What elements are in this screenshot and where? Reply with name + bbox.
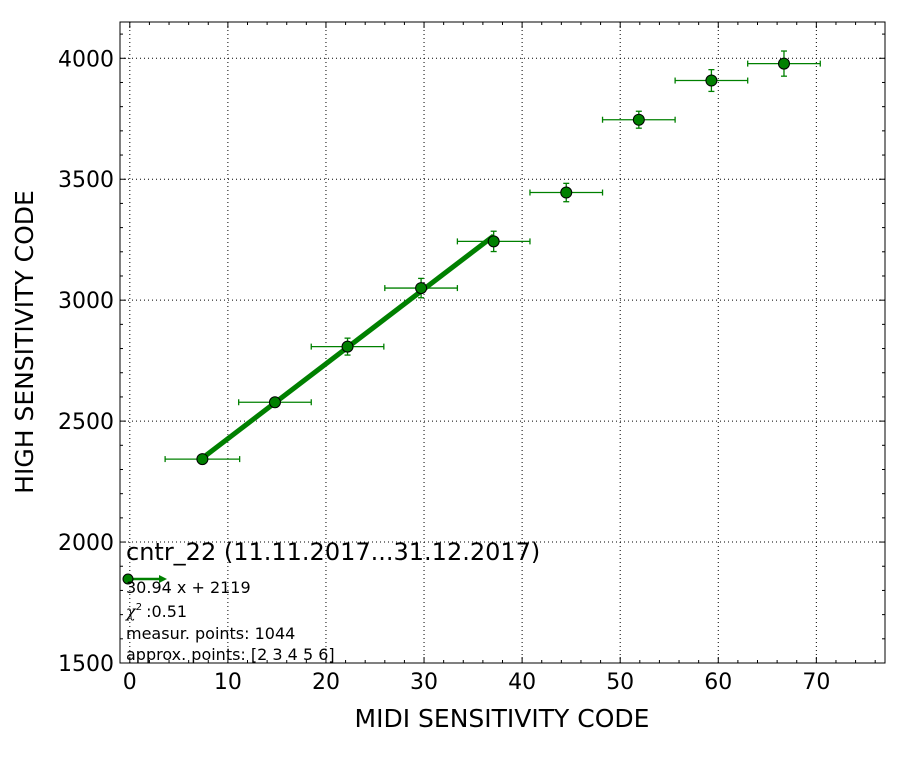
data-point-marker	[341, 340, 354, 353]
x-tick-label: 10	[214, 670, 242, 695]
data-point-marker	[268, 396, 281, 409]
legend-fit-arrowhead	[159, 575, 167, 583]
data-point-marker	[560, 186, 573, 199]
data-point	[674, 69, 749, 93]
legend-fit-label: 30.94 x + 2119	[126, 578, 251, 597]
x-tick-label: 30	[410, 670, 438, 695]
legend-measur-points: measur. points: 1044	[126, 624, 295, 643]
legend-chi2: χ2 :0.51	[125, 602, 187, 621]
legend-fit-marker	[122, 573, 167, 585]
data-point-marker	[632, 113, 645, 126]
data-point-marker	[777, 57, 790, 70]
data-point-marker	[415, 282, 428, 295]
y-tick-label: 3500	[58, 168, 114, 193]
x-tick-label: 20	[312, 670, 340, 695]
data-point	[601, 110, 676, 129]
y-tick-label: 3000	[58, 289, 114, 314]
legend-chi2-value: :0.51	[146, 602, 187, 621]
x-tick-label: 70	[802, 670, 830, 695]
tick-labels: 0 10 20 30 40 50 60 70 1500 2000 2500 3000 3500 4000	[58, 47, 830, 695]
y-tick-label: 1500	[58, 652, 114, 677]
x-axis-title: MIDI SENSITIVITY CODE	[355, 704, 650, 733]
legend-approx-points: approx. points: [2 3 4 5 6]	[126, 645, 335, 664]
y-tick-label: 2500	[58, 410, 114, 435]
legend-annotation: cntr_22 (11.11.2017...31.12.2017) 30.94 …	[122, 538, 540, 664]
data-point	[384, 277, 459, 299]
data-point	[164, 453, 241, 466]
data-point-marker	[705, 74, 718, 87]
data-point	[747, 50, 821, 77]
data-point-marker	[196, 453, 209, 466]
grid	[120, 22, 885, 664]
data-point	[456, 230, 531, 253]
x-tick-label: 0	[123, 670, 137, 695]
x-tick-label: 60	[704, 670, 732, 695]
x-tick-label: 40	[508, 670, 536, 695]
data-point	[238, 396, 312, 409]
x-tick-label: 50	[606, 670, 634, 695]
y-tick-label: 4000	[58, 47, 114, 72]
legend-chi2-exponent: 2	[136, 602, 142, 613]
y-axis-title: HIGH SENSITIVITY CODE	[10, 190, 39, 494]
legend-point-marker	[122, 573, 134, 585]
data-point	[529, 182, 604, 203]
data-point	[310, 337, 385, 356]
y-tick-label: 2000	[58, 531, 114, 556]
legend-title: cntr_22 (11.11.2017...31.12.2017)	[126, 538, 540, 566]
legend-chi2-symbol: χ	[125, 602, 137, 621]
data-point-marker	[487, 235, 500, 248]
plot-frame	[119, 21, 886, 664]
data-points	[164, 50, 821, 466]
